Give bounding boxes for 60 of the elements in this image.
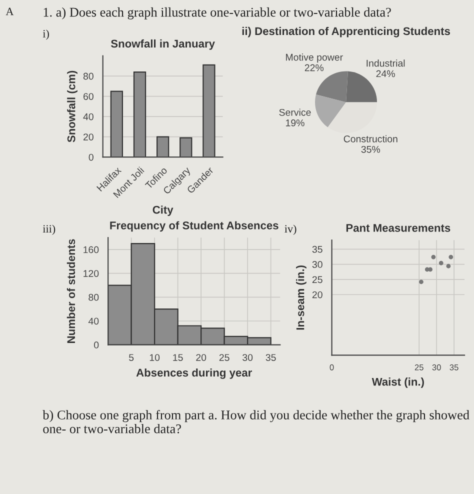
chart-title: Snowfall in January <box>110 39 215 50</box>
y-axis-title: Number of students <box>66 239 76 343</box>
slice-label: Motive power <box>286 54 343 63</box>
y-tick-label: 160 <box>84 246 99 254</box>
y-tick-label: 60 <box>84 93 94 100</box>
x-tick-label: 30 <box>432 364 441 370</box>
bar <box>202 64 216 158</box>
text: iv) <box>284 224 296 235</box>
slice-label: Construction <box>344 135 398 142</box>
y-tick-label: 0 <box>88 154 94 161</box>
data-label: 24% <box>376 70 395 78</box>
x-tick-label: 25 <box>219 354 230 361</box>
text: 1. a) Does each graph illustrate one-variable or two-variable data? <box>44 7 391 20</box>
x-tick-label: 0 <box>330 364 334 370</box>
y-tick-label: 40 <box>88 318 99 325</box>
point <box>446 264 451 268</box>
text: i) <box>42 30 49 40</box>
x-axis-title: Absences during year <box>136 368 252 379</box>
bar <box>180 137 192 158</box>
chart-title: Frequency of Student Absences <box>110 221 278 232</box>
x-tick-label: 30 <box>242 354 253 361</box>
y-tick-label: 20 <box>312 291 322 298</box>
y-tick-label: 80 <box>88 294 99 301</box>
y-tick-label: 40 <box>83 113 94 120</box>
data-label: 35% <box>361 146 380 153</box>
x-tick-label: 5 <box>129 354 134 361</box>
y-tick-label: 35 <box>312 246 322 253</box>
y-tick-label: 25 <box>312 276 322 284</box>
point <box>419 280 424 284</box>
data-label: 22% <box>304 64 324 72</box>
x-tick-label: 35 <box>450 364 458 370</box>
text: iii) <box>42 224 56 235</box>
x-tick-label: 20 <box>196 354 206 361</box>
x-axis-title: City <box>152 206 174 216</box>
y-axis-title: Snowfall (cm) <box>67 70 78 142</box>
point <box>428 267 432 272</box>
text: A <box>6 8 14 16</box>
y-tick-label: 0 <box>94 342 99 348</box>
y-tick-label: 120 <box>84 270 99 277</box>
data-label: 19% <box>286 119 304 126</box>
y-tick-label: 80 <box>83 72 94 80</box>
x-axis-title: Waist (in.) <box>372 378 424 388</box>
chart-title: ii) Destination of Apprenticing Students <box>242 26 450 38</box>
text: b) Choose one graph from part a. How did you decide whether the graph showed one- or two-variable data? <box>42 410 470 434</box>
x-tick-label: 10 <box>150 354 160 361</box>
x-tick-label: 15 <box>173 354 183 361</box>
chart-title: Pant Measurements <box>346 224 450 232</box>
bar <box>110 90 124 158</box>
x-tick-label: 25 <box>414 364 424 370</box>
point <box>448 254 454 260</box>
y-axis-title: In-seam (in.) <box>296 265 306 330</box>
slice-label: Industrial <box>366 60 405 67</box>
y-tick-label: 30 <box>312 261 322 268</box>
y-tick-label: 20 <box>84 134 94 140</box>
point <box>431 254 436 260</box>
bar <box>156 136 170 158</box>
point <box>438 260 444 266</box>
bar <box>133 71 146 158</box>
x-tick-label: 35 <box>266 354 276 361</box>
slice-label: Service <box>279 108 311 116</box>
